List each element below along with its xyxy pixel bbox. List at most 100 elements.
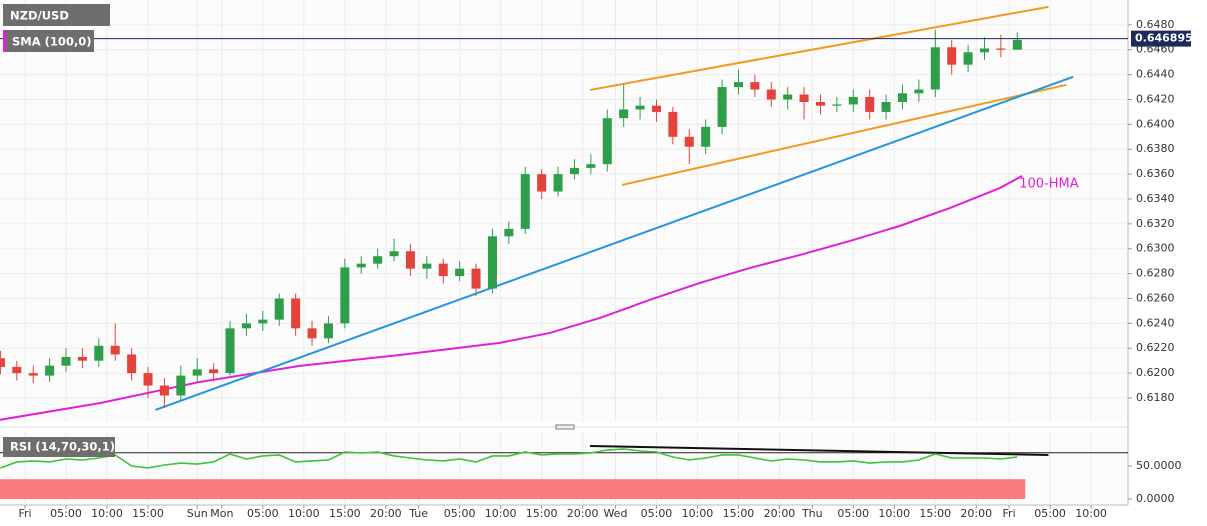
- x-tick-label: 15:00: [132, 507, 164, 520]
- candle-body: [619, 109, 629, 119]
- last-price-tag: [1131, 30, 1191, 47]
- candle-body: [12, 366, 22, 374]
- candle-body: [110, 345, 120, 355]
- candle-body: [455, 268, 465, 277]
- candle-body: [766, 89, 776, 100]
- overlay-line: [589, 5, 1049, 91]
- candle-body: [405, 251, 415, 269]
- main-panel: [0, 0, 1128, 422]
- candle-body: [733, 82, 743, 88]
- candle-body: [668, 111, 678, 137]
- candle-body: [176, 375, 186, 396]
- candle-body: [192, 369, 202, 376]
- candle-body: [504, 228, 514, 237]
- rsi-label: RSI (14,70,30,1): [10, 440, 115, 454]
- candle-body: [963, 52, 973, 65]
- y-tick-label: 0.6400: [1136, 117, 1175, 130]
- candle-body: [258, 319, 268, 324]
- x-tick-label: 20:00: [370, 507, 402, 520]
- candle-body: [209, 369, 219, 374]
- candle-body: [291, 298, 301, 329]
- x-tick-label: 05:00: [1034, 507, 1066, 520]
- x-tick-label: Fri: [1003, 507, 1016, 520]
- candle-body: [45, 365, 55, 376]
- x-tick-label: 05:00: [837, 507, 869, 520]
- y-tick-label: 50.0000: [1136, 459, 1182, 472]
- candle-body: [701, 126, 711, 147]
- candle-body: [340, 267, 350, 324]
- y-tick-label: 0.6180: [1136, 391, 1175, 404]
- x-tick-label: 20:00: [567, 507, 599, 520]
- candle-body: [274, 298, 284, 320]
- candle-body: [602, 118, 612, 165]
- resize-handle[interactable]: [555, 424, 575, 430]
- candle-body: [569, 167, 579, 175]
- rsi-tag: [3, 437, 115, 457]
- x-tick-label: Mon: [210, 507, 233, 520]
- overlay-line: [621, 83, 1067, 186]
- candle-body: [930, 47, 940, 90]
- candle-body: [586, 164, 596, 168]
- y-tick-label: 0.0000: [1136, 492, 1175, 505]
- candle-body: [77, 356, 87, 361]
- candle-body: [356, 263, 366, 268]
- candle-body: [241, 323, 251, 329]
- candle-body: [487, 236, 497, 289]
- candle-body: [438, 263, 448, 277]
- candle-body: [373, 256, 383, 264]
- divergence-line: [590, 444, 1049, 456]
- candle-body: [471, 268, 481, 289]
- y-tick-label: 0.6280: [1136, 267, 1175, 280]
- candle-body: [865, 97, 875, 112]
- x-tick-label: 15:00: [526, 507, 558, 520]
- x-tick-label: Wed: [603, 507, 627, 520]
- candle-body: [323, 323, 333, 339]
- candle-body: [389, 251, 399, 257]
- y-tick-label: 0.6240: [1136, 316, 1175, 329]
- candle-body: [61, 356, 71, 366]
- y-tick-label: 0.6420: [1136, 92, 1175, 105]
- y-tick-label: 0.6260: [1136, 291, 1175, 304]
- candle-body: [159, 385, 169, 396]
- rsi-line: [0, 448, 1018, 469]
- candle-body: [979, 48, 989, 53]
- candle-body: [143, 373, 153, 386]
- x-tick-label: Sun: [187, 507, 208, 520]
- candle-body: [799, 94, 809, 102]
- indicator-label: SMA (100,0): [12, 35, 92, 49]
- y-tick-label: 0.6300: [1136, 242, 1175, 255]
- candle-body: [225, 328, 235, 374]
- x-tick-label: 20:00: [764, 507, 796, 520]
- candle-body: [996, 48, 1006, 50]
- oversold-zone: [0, 479, 1026, 499]
- candle-body: [848, 97, 858, 105]
- candle-body: [537, 174, 547, 192]
- candle-body: [914, 89, 924, 94]
- y-tick-label: 0.6360: [1136, 167, 1175, 180]
- x-tick-label: 10:00: [682, 507, 714, 520]
- x-tick-label: 15:00: [723, 507, 755, 520]
- y-tick-label: 0.6380: [1136, 142, 1175, 155]
- candle-body: [717, 87, 727, 127]
- y-tick-label: 0.6320: [1136, 217, 1175, 230]
- x-tick-label: 15:00: [329, 507, 361, 520]
- candle-body: [127, 354, 137, 374]
- x-tick-label: 05:00: [641, 507, 673, 520]
- candle-body: [0, 358, 5, 367]
- overlay-label: 100-HMA: [1019, 176, 1078, 191]
- indicator-tag: [3, 30, 94, 52]
- x-tick-label: 20:00: [960, 507, 992, 520]
- candle-body: [94, 345, 104, 361]
- candle-body: [947, 47, 957, 65]
- x-tick-label: 10:00: [485, 507, 517, 520]
- candle-body: [635, 105, 645, 110]
- x-tick-label: 05:00: [247, 507, 279, 520]
- y-tick-label: 0.6480: [1136, 18, 1175, 31]
- candle-body: [1012, 39, 1022, 50]
- y-tick-label: 0.6340: [1136, 192, 1175, 205]
- x-tick-label: 15:00: [919, 507, 951, 520]
- x-tick-label: 05:00: [50, 507, 82, 520]
- candle-body: [881, 101, 891, 112]
- y-tick-label: 0.6200: [1136, 366, 1175, 379]
